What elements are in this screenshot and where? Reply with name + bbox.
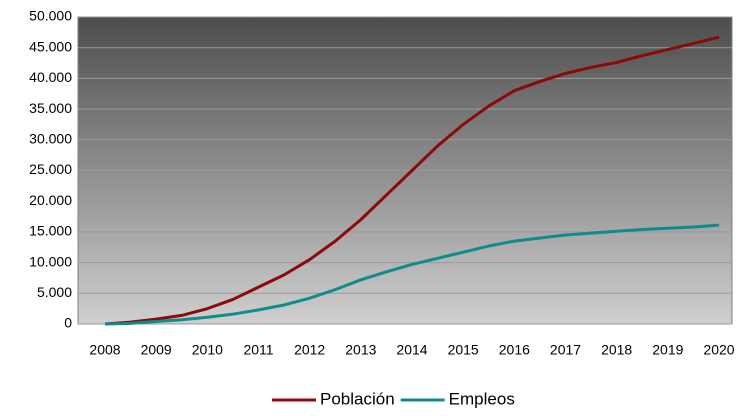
- x-tick-label: 2009: [141, 342, 172, 358]
- x-tick-label: 2015: [448, 342, 479, 358]
- y-tick-label: 10.000: [29, 253, 72, 269]
- x-tick-label: 2011: [243, 342, 273, 358]
- y-tick-label: 25.000: [29, 161, 72, 177]
- line-series: [104, 223, 720, 326]
- y-tick-label: 35.000: [29, 100, 72, 116]
- x-tick-label: 2008: [89, 342, 120, 358]
- x-tick-label: 2018: [601, 342, 632, 358]
- x-tick-label: 2016: [499, 342, 530, 358]
- y-tick-label: 40.000: [29, 69, 72, 85]
- y-tick-label: 20.000: [29, 192, 72, 208]
- legend-label: Población: [320, 389, 395, 408]
- y-tick-label: 45.000: [29, 38, 72, 54]
- x-tick-label: 2012: [294, 342, 325, 358]
- x-tick-label: 2013: [345, 342, 376, 358]
- y-tick-label: 15.000: [29, 223, 72, 239]
- x-tick-label: 2019: [652, 342, 683, 358]
- line-series: [104, 35, 720, 326]
- y-tick-label: 50.000: [29, 8, 72, 24]
- legend-label: Empleos: [449, 389, 515, 408]
- y-tick-label: 30.000: [29, 131, 72, 147]
- y-tick-label: 0: [64, 315, 72, 331]
- x-tick-label: 2020: [703, 342, 734, 358]
- x-tick-label: 2017: [550, 342, 581, 358]
- y-tick-label: 5.000: [37, 284, 72, 300]
- x-tick-label: 2014: [396, 342, 427, 358]
- x-tick-label: 2010: [192, 342, 223, 358]
